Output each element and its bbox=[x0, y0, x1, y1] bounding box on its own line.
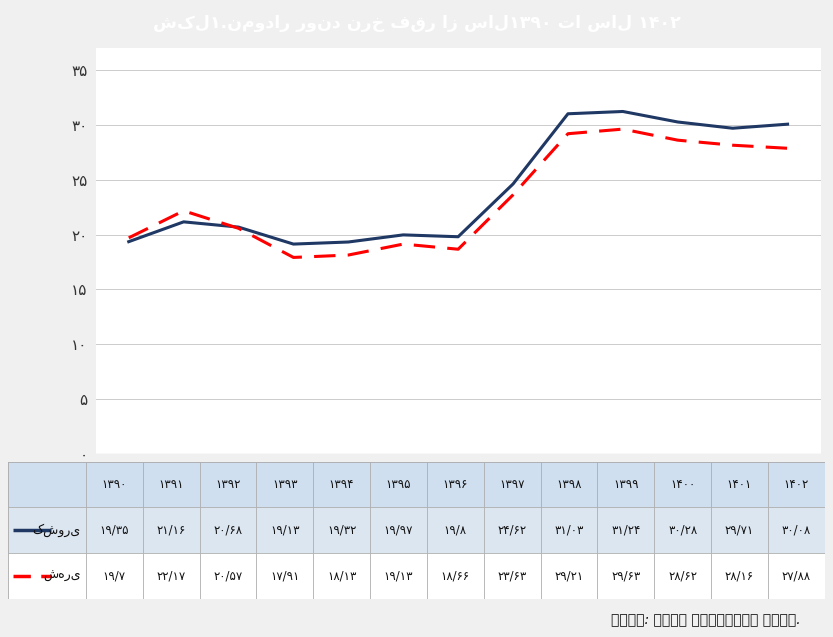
Bar bbox=[257, 508, 313, 553]
Text: ۳۰/۲۸: ۳۰/۲۸ bbox=[668, 524, 697, 537]
Bar bbox=[200, 508, 257, 553]
Text: ۲۰/۵۷: ۲۰/۵۷ bbox=[213, 569, 242, 582]
Bar bbox=[86, 553, 142, 599]
Bar bbox=[484, 462, 541, 508]
Bar bbox=[597, 462, 654, 508]
Text: ۳۰/۰۸: ۳۰/۰۸ bbox=[781, 524, 811, 537]
Bar bbox=[711, 508, 768, 553]
Bar bbox=[484, 508, 541, 553]
Bar bbox=[8, 553, 86, 599]
Bar bbox=[257, 553, 313, 599]
Bar bbox=[8, 462, 86, 508]
Text: ۲۴/۶۲: ۲۴/۶۲ bbox=[497, 524, 526, 537]
Text: ۱۸/۱۳: ۱۸/۱۳ bbox=[327, 569, 357, 582]
Text: ۱۹/۷: ۱۹/۷ bbox=[102, 569, 126, 582]
Bar bbox=[257, 462, 313, 508]
Text: ۱۹/۹۷: ۱۹/۹۷ bbox=[384, 524, 413, 537]
Bar bbox=[370, 508, 426, 553]
Text: ۱۸/۶۶: ۱۸/۶۶ bbox=[441, 569, 470, 582]
Text: ۱۳۹۰: ۱۳۹۰ bbox=[102, 478, 127, 491]
Text: ۲۳/۶۳: ۲۳/۶۳ bbox=[497, 569, 526, 582]
Text: ۲۰/۶۸: ۲۰/۶۸ bbox=[213, 524, 242, 537]
Bar bbox=[654, 462, 711, 508]
Bar bbox=[654, 508, 711, 553]
Text: ۲۸/۱۶: ۲۸/۱۶ bbox=[725, 569, 754, 582]
Bar bbox=[484, 553, 541, 599]
Bar bbox=[768, 508, 825, 553]
Text: ۱۹/۱۳: ۱۹/۱۳ bbox=[270, 524, 300, 537]
Text: ۱۴۰۲: ۱۴۰۲ bbox=[784, 478, 809, 491]
Bar bbox=[8, 508, 86, 553]
Text: شکل۱.نمودار روند نرخ فقر از سال۱۳۹۰ تا سال ۱۴۰۲: شکل۱.نمودار روند نرخ فقر از سال۱۳۹۰ تا س… bbox=[152, 14, 681, 32]
Text: ۱۳۹۲: ۱۳۹۲ bbox=[215, 478, 241, 491]
Text: شهری: شهری bbox=[43, 569, 81, 582]
Bar bbox=[370, 462, 426, 508]
Text: ۱۳۹۷: ۱۳۹۷ bbox=[500, 478, 525, 491]
Bar bbox=[654, 553, 711, 599]
Bar bbox=[597, 508, 654, 553]
Bar bbox=[541, 508, 597, 553]
Bar bbox=[142, 508, 200, 553]
Bar bbox=[426, 508, 484, 553]
Text: ۲۸/۶۲: ۲۸/۶۲ bbox=[668, 569, 697, 582]
Text: ۱۳۹۶: ۱۳۹۶ bbox=[442, 478, 468, 491]
Text: ۱۹/۳۵: ۱۹/۳۵ bbox=[100, 524, 129, 537]
Text: ۱۳۹۵: ۱۳۹۵ bbox=[386, 478, 412, 491]
Bar bbox=[541, 462, 597, 508]
Text: ۳۱/۲۴: ۳۱/۲۴ bbox=[611, 524, 641, 537]
Text: ۱۳۹۳: ۱۳۹۳ bbox=[272, 478, 297, 491]
Text: ۱۴۰۰: ۱۴۰۰ bbox=[670, 478, 696, 491]
Bar bbox=[768, 462, 825, 508]
Text: ۲۹/۲۱: ۲۹/۲۱ bbox=[554, 569, 584, 582]
Text: کشوری: کشوری bbox=[32, 524, 81, 537]
Text: ۱۳۹۴: ۱۳۹۴ bbox=[329, 478, 354, 491]
Text: ۱۷/۹۱: ۱۷/۹۱ bbox=[270, 569, 300, 582]
Bar bbox=[768, 553, 825, 599]
Bar bbox=[426, 553, 484, 599]
Text: ۱۳۹۸: ۱۳۹۸ bbox=[556, 478, 581, 491]
Bar bbox=[711, 553, 768, 599]
Text: ۱۹/۱۳: ۱۹/۱۳ bbox=[384, 569, 413, 582]
Text: ۱۴۰۱: ۱۴۰۱ bbox=[726, 478, 752, 491]
Bar bbox=[370, 553, 426, 599]
Text: ۲۲/۱۷: ۲۲/۱۷ bbox=[157, 569, 186, 582]
Bar bbox=[597, 553, 654, 599]
Bar bbox=[200, 553, 257, 599]
Text: مأخذ: مرکز پژوهش‌های مجلس.: مأخذ: مرکز پژوهش‌های مجلس. bbox=[611, 613, 801, 627]
Bar bbox=[711, 462, 768, 508]
Text: ۲۱/۱۶: ۲۱/۱۶ bbox=[157, 524, 186, 537]
Text: ۱۳۹۹: ۱۳۹۹ bbox=[613, 478, 639, 491]
Text: ۱۳۹۱: ۱۳۹۱ bbox=[158, 478, 184, 491]
Bar bbox=[426, 462, 484, 508]
Text: ۲۹/۶۳: ۲۹/۶۳ bbox=[611, 569, 641, 582]
Text: ۱۹/۸: ۱۹/۸ bbox=[444, 524, 466, 537]
Bar bbox=[313, 508, 370, 553]
Bar bbox=[142, 462, 200, 508]
Bar bbox=[541, 553, 597, 599]
Bar bbox=[200, 462, 257, 508]
Bar bbox=[313, 462, 370, 508]
Text: ۳۱/۰۳: ۳۱/۰۳ bbox=[554, 524, 584, 537]
Text: ۲۷/۸۸: ۲۷/۸۸ bbox=[781, 569, 811, 582]
Text: ۱۹/۳۲: ۱۹/۳۲ bbox=[327, 524, 357, 537]
Bar bbox=[313, 553, 370, 599]
Bar bbox=[86, 508, 142, 553]
Bar bbox=[142, 553, 200, 599]
Text: ۲۹/۷۱: ۲۹/۷۱ bbox=[725, 524, 754, 537]
Bar bbox=[86, 462, 142, 508]
